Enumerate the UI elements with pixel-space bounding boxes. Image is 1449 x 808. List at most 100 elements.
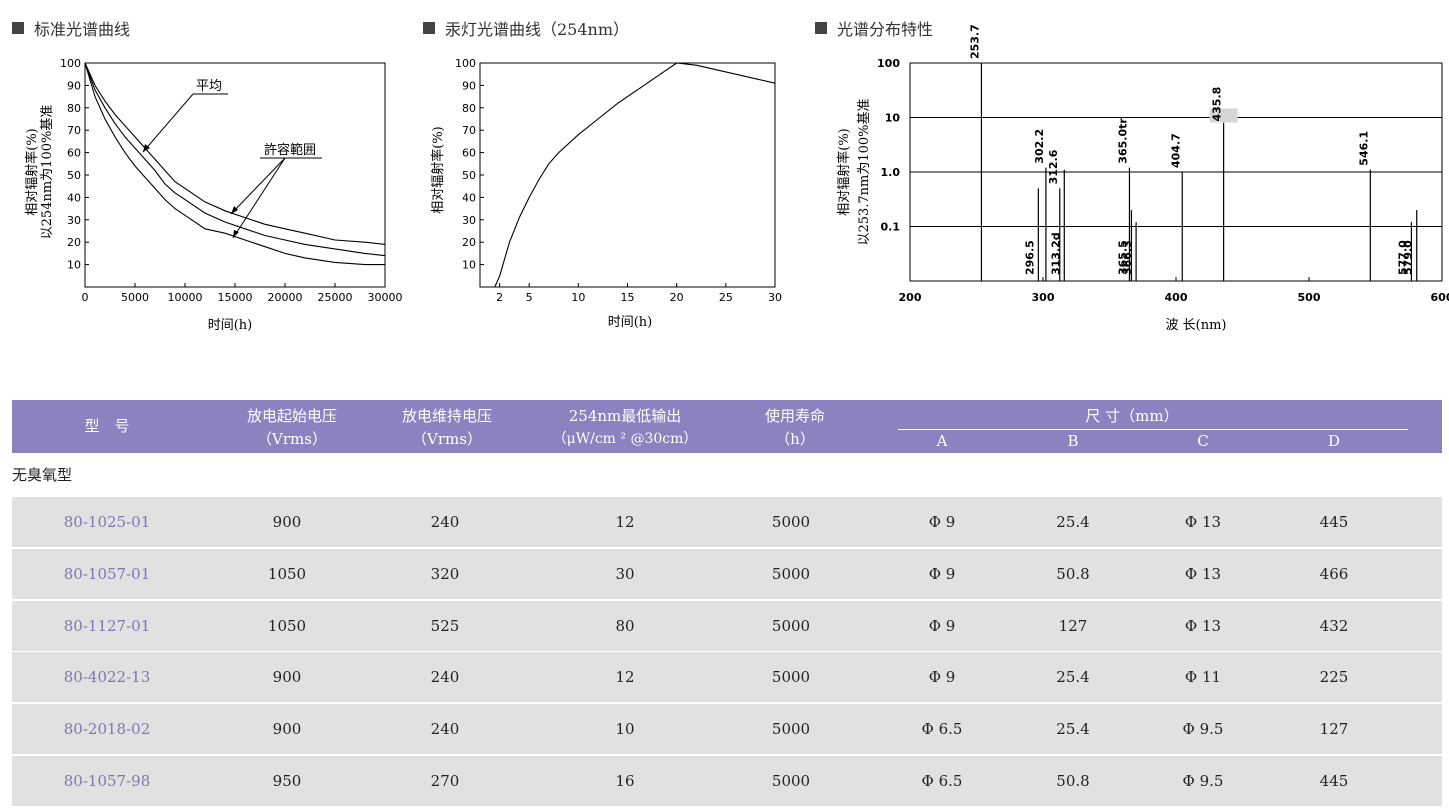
section-title-text: 标准光谱曲线 — [34, 20, 131, 39]
chart1-annotation-arrow — [232, 157, 286, 239]
table-header: 型 号 放电起始电压 （Vrms） 放电维持电压 （Vrms） 254nm最低输… — [12, 400, 1442, 453]
chart2-y-axis-label: 相对辐射率(%) — [430, 126, 446, 214]
section-title-distribution: 光谱分布特性 — [815, 16, 933, 40]
cell-dim-d: 445 — [1319, 513, 1349, 531]
chart3-y-axis-label-2: 以253.7nm为100%基准 — [857, 98, 872, 245]
chart1-x-tick-label: 20000 — [268, 291, 303, 304]
cell-dim-d: 127 — [1319, 720, 1349, 739]
cell-sustain-voltage: 240 — [430, 513, 460, 531]
cell-life: 5000 — [771, 564, 811, 583]
section-title-mercury: 汞灯光谱曲线（254nm） — [423, 16, 629, 40]
cell-output: 10 — [615, 720, 635, 739]
cell-model[interactable]: 80-2018-02 — [63, 720, 151, 739]
header-model: 型 号 — [84, 417, 130, 435]
header-dim-a: A — [936, 432, 948, 450]
cell-dim-c: Φ 13 — [1184, 616, 1222, 635]
cell-dim-b: 25.4 — [1056, 720, 1090, 739]
cell-start-voltage: 1050 — [267, 616, 307, 635]
chart3-x-axis-label: 波 长(nm) — [1166, 318, 1227, 333]
chart3-x-tick-label: 300 — [1032, 291, 1055, 304]
chart3-line-label: 253.7 — [968, 24, 981, 59]
cell-model[interactable]: 80-1127-01 — [63, 616, 151, 635]
cell-life: 5000 — [771, 513, 811, 531]
chart2-y-tick-label: 50 — [462, 169, 476, 182]
cell-model[interactable]: 80-4022-13 — [63, 668, 151, 687]
cell-dim-c: Φ 13 — [1184, 564, 1222, 583]
chart2-y-tick-label: 80 — [462, 102, 476, 115]
chart1-y-tick-label: 70 — [67, 124, 81, 137]
cell-start-voltage: 900 — [272, 720, 302, 739]
chart2-y-tick-label: 40 — [462, 191, 476, 204]
chart2-x-tick-label: 2 — [496, 291, 503, 304]
cell-model[interactable]: 80-1057-01 — [63, 564, 151, 583]
chart1-series-line-1 — [84, 62, 386, 257]
chart3-line-label: 579.0 — [1402, 240, 1415, 275]
chart3-line-label: 577.0 — [1396, 240, 1409, 275]
chart2-x-tick-label: 15 — [621, 291, 635, 304]
table-row: 80-2018-02 900 240 10 5000 Φ 6.5 25.4 Φ 9.5 127 — [12, 704, 1442, 755]
cell-dim-a: Φ 6.5 — [921, 720, 963, 739]
header-sustain-voltage: 放电维持电压 — [401, 407, 492, 425]
chart3-line-label: 312.6 — [1047, 149, 1060, 184]
cell-output: 12 — [615, 668, 635, 687]
chart3-line-label: 302.2 — [1033, 129, 1046, 164]
cell-dim-b: 50.8 — [1056, 772, 1090, 790]
chart3-x-tick-label: 200 — [899, 291, 922, 304]
chart1-x-tick-label: 30000 — [368, 291, 403, 304]
cell-dim-a: Φ 9 — [928, 616, 956, 635]
chart3-line-label: 313.2d — [1049, 232, 1062, 275]
chart2-x-tick-label: 30 — [768, 291, 782, 304]
chart2-series-line-0 — [494, 62, 776, 288]
chart3-line-label: 296.5 — [1023, 240, 1036, 275]
table-row: 80-1025-01 900 240 12 5000 Φ 9 25.4 Φ 13 445 — [12, 497, 1442, 547]
cell-dim-d: 432 — [1319, 616, 1349, 635]
cell-dim-c: Φ 11 — [1184, 668, 1222, 687]
cell-start-voltage: 900 — [272, 668, 302, 687]
chart1-y-tick-label: 100 — [60, 57, 81, 70]
cell-sustain-voltage: 270 — [430, 772, 460, 790]
chart1-x-tick-label: 0 — [82, 291, 89, 304]
table-row: 80-1057-98 950 270 16 5000 Φ 6.5 50.8 Φ 9.5 445 — [12, 756, 1442, 806]
section-title-text: 汞灯光谱曲线（254nm） — [445, 20, 630, 39]
arrow-head-icon — [231, 206, 238, 214]
header-dimension-divider — [898, 429, 1408, 430]
cell-dim-b: 127 — [1058, 616, 1088, 635]
cell-model[interactable]: 80-1025-01 — [63, 513, 151, 531]
cell-model[interactable]: 80-1057-98 — [63, 772, 151, 790]
chart1-x-tick-label: 25000 — [318, 291, 353, 304]
cell-dim-c: Φ 9.5 — [1182, 772, 1224, 790]
cell-output: 80 — [615, 616, 635, 635]
header-dim-b: B — [1067, 432, 1079, 450]
chart1-y-axis-label: 相对辐射率(%) — [24, 128, 40, 216]
chart1-y-tick-label: 10 — [67, 259, 81, 272]
header-start-voltage: 放电起始电压 — [246, 407, 337, 425]
header-dim-c: C — [1197, 432, 1209, 450]
cell-sustain-voltage: 320 — [430, 564, 460, 583]
cell-dim-d: 225 — [1319, 668, 1349, 687]
chart3-x-tick-label: 600 — [1431, 291, 1449, 304]
table-row: 80-4022-13 900 240 12 5000 Φ 9 25.4 Φ 11 225 — [12, 652, 1442, 703]
chart3-y-tick-label: 0.1 — [881, 221, 901, 234]
chart3-line-label: 435.8 — [1211, 87, 1224, 122]
chart1-y-tick-label: 60 — [67, 147, 81, 160]
chart1-annotation-average: 平均 — [196, 79, 222, 94]
header-life-unit: （h） — [775, 430, 815, 448]
chart3-line-label: 366.3 — [1121, 240, 1134, 275]
cell-sustain-voltage: 525 — [430, 616, 460, 635]
chart3-line-label: 365.0tr — [1117, 118, 1130, 164]
chart2-y-tick-label: 60 — [462, 147, 476, 160]
header-output: 254nm最低输出 — [568, 407, 682, 425]
chart1-series-line-0 — [84, 62, 386, 245]
header-output-unit: （μW/cm ² @30cm） — [552, 431, 698, 447]
chart3-line-label: 365.5 — [1116, 240, 1129, 275]
cell-dim-a: Φ 9 — [928, 564, 956, 583]
cell-start-voltage: 1050 — [267, 564, 307, 583]
chart2-y-tick-label: 20 — [462, 236, 476, 249]
chart3-line-label: 404.7 — [1169, 133, 1182, 168]
cell-dim-c: Φ 9.5 — [1182, 720, 1224, 739]
square-bullet-icon — [423, 22, 435, 34]
chart3-x-tick-label: 500 — [1298, 291, 1321, 304]
header-dimension: 尺 寸（mm） — [1085, 407, 1179, 425]
cell-dim-b: 50.8 — [1056, 564, 1090, 583]
cell-life: 5000 — [771, 668, 811, 687]
